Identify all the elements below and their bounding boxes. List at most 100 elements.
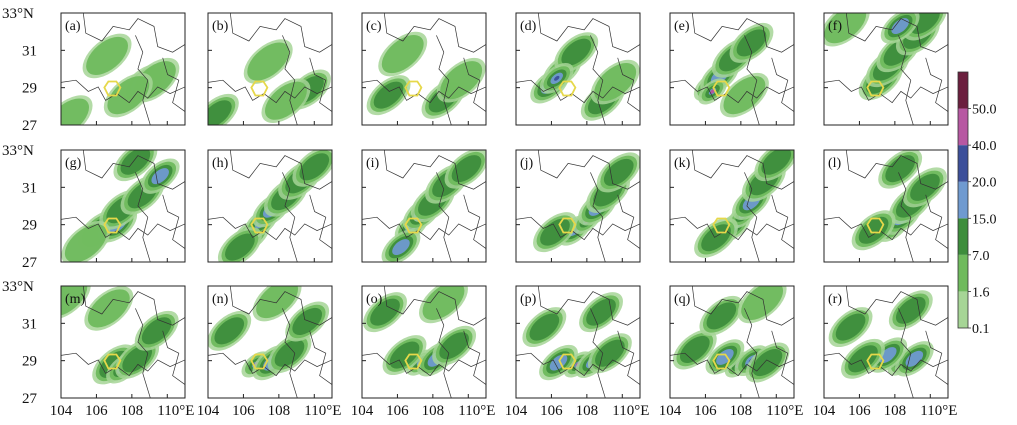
panel-label: (j) <box>520 156 534 171</box>
panel-content <box>824 13 948 125</box>
target-region-outline <box>250 80 269 97</box>
province-boundary <box>309 330 332 385</box>
precip-blob <box>910 13 940 34</box>
panel-frame <box>669 285 795 399</box>
province-boundary <box>617 330 640 385</box>
precip-blob <box>891 18 909 35</box>
province-boundary <box>82 150 185 190</box>
y-tick-label: 33°N <box>2 143 34 159</box>
precip-blob <box>835 313 866 341</box>
province-boundary <box>845 13 948 53</box>
province-boundary <box>771 57 794 112</box>
target-region-outline <box>103 353 122 370</box>
target-region-outline <box>712 217 731 234</box>
panel-frame <box>515 12 641 126</box>
colorbar-label: 1.6 <box>972 285 990 300</box>
precip-blob <box>540 218 570 246</box>
precip-blob <box>64 224 107 262</box>
province-boundary <box>845 150 948 190</box>
map-panel: (k) <box>669 149 795 263</box>
panel-content <box>362 150 486 262</box>
map-panel: (a) <box>60 12 186 126</box>
colorbar-segment <box>958 72 968 109</box>
province-boundary <box>516 216 640 241</box>
panel-frame <box>60 285 186 399</box>
province-boundary <box>516 79 640 104</box>
precip-blob <box>141 317 172 345</box>
precip-blob <box>603 158 634 186</box>
panel-content <box>208 286 332 398</box>
province-boundary <box>362 216 486 241</box>
precip-blob <box>910 173 940 201</box>
precip-blob <box>895 296 926 324</box>
panel-frame <box>60 12 186 126</box>
province-boundary <box>383 286 486 326</box>
panel-content <box>670 150 794 262</box>
province-boundary <box>383 13 486 53</box>
map-panel: (g) <box>60 149 186 263</box>
province-boundary <box>670 216 794 241</box>
target-region-outline <box>558 80 577 97</box>
colorbar-label: 20.0 <box>972 176 997 191</box>
panel-label: (i) <box>366 156 380 171</box>
precip-blob <box>299 153 330 181</box>
province-boundary <box>162 194 185 249</box>
province-boundary <box>617 57 640 112</box>
colorbar-segment <box>958 108 968 146</box>
precip-blob <box>265 81 307 120</box>
province-boundary <box>845 286 948 326</box>
province-boundary <box>824 216 948 241</box>
precip-blob <box>848 345 878 373</box>
province-boundary <box>925 57 948 112</box>
precip-blob <box>549 354 568 371</box>
x-tick-label: 108 <box>268 403 291 419</box>
province-boundary <box>309 194 332 249</box>
panel-frame <box>361 285 487 399</box>
target-region-outline <box>866 80 885 97</box>
target-region-outline <box>404 80 423 97</box>
panel-content <box>61 150 185 262</box>
panel-content <box>824 150 948 262</box>
colorbar-segment <box>958 291 968 328</box>
x-tick-label: 108 <box>121 403 144 419</box>
colorbar-label: 7.0 <box>972 249 990 264</box>
panel-label: (r) <box>828 292 842 307</box>
province-boundary <box>436 35 452 125</box>
map-panel: (l) <box>823 149 949 263</box>
panel-label: (o) <box>366 292 383 307</box>
panel-content <box>824 286 948 398</box>
province-boundary <box>208 216 332 241</box>
panel-frame <box>60 149 186 263</box>
province-boundary <box>362 352 486 377</box>
y-tick-label: 29 <box>22 218 37 234</box>
precip-blob <box>594 63 637 102</box>
province-boundary <box>229 150 332 190</box>
x-tick-label: 106 <box>85 403 108 419</box>
x-tick-label: 110°E <box>458 403 495 419</box>
province-boundary <box>691 150 794 190</box>
colorbar: 0.1 1.6 7.0 15.0 20.0 40.0 50.0 <box>957 71 997 337</box>
precip-blob <box>439 332 469 360</box>
x-tick-label: 104 <box>813 403 836 419</box>
map-panel: (c) <box>361 12 487 126</box>
panel-frame <box>361 12 487 126</box>
x-tick-label: 106 <box>694 403 717 419</box>
panel-label: (l) <box>828 156 842 171</box>
precip-blob <box>247 42 290 81</box>
x-tick-label: 108 <box>576 403 599 419</box>
province-boundary <box>309 57 332 112</box>
panel-frame <box>207 149 333 263</box>
precip-blob <box>389 341 420 369</box>
panel-frame <box>515 149 641 263</box>
x-tick-label: 108 <box>884 403 907 419</box>
panel-label: (q) <box>674 292 691 307</box>
province-boundary <box>82 286 185 326</box>
province-boundary <box>824 79 948 104</box>
y-tick-label: 33°N <box>2 6 34 22</box>
panel-frame <box>823 149 949 263</box>
x-tick-label: 106 <box>232 403 255 419</box>
province-boundary <box>82 13 185 53</box>
province-boundary <box>590 35 606 125</box>
panel-content <box>516 13 640 125</box>
precip-blob <box>151 168 169 185</box>
